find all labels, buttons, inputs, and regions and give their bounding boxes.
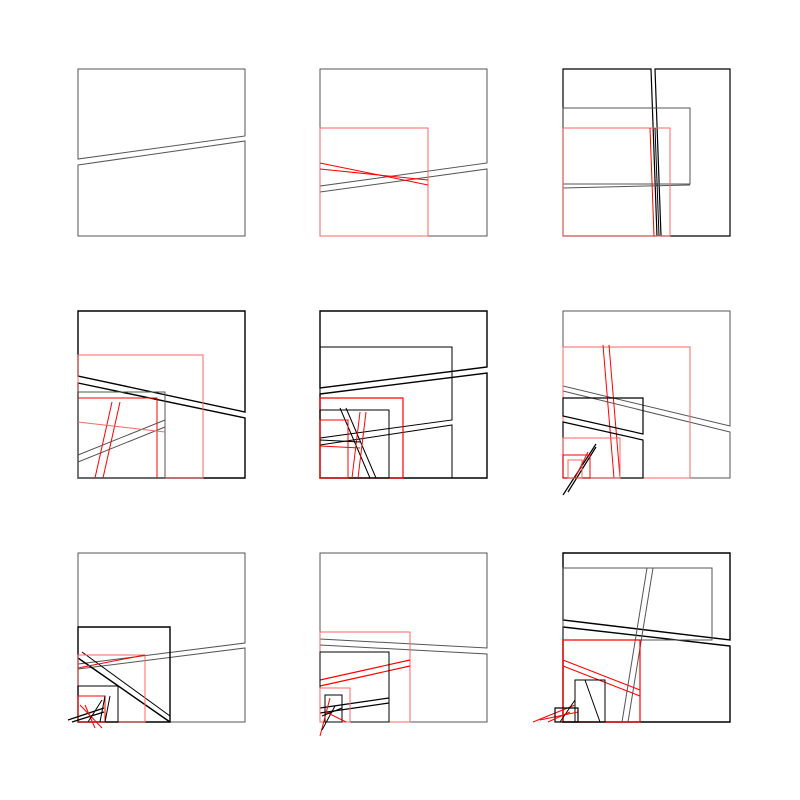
black-quad-shape [654, 68, 731, 237]
red-line-stroke [574, 451, 589, 479]
red-line-stroke [351, 411, 361, 479]
black-line-stroke [67, 707, 105, 721]
red-line-stroke [602, 344, 615, 479]
art-panel-6 [562, 310, 731, 496]
red-line-stroke [84, 704, 96, 729]
black-quad-shape [77, 310, 246, 413]
red-quad-shape [319, 127, 429, 237]
red-line-stroke [94, 401, 113, 479]
art-panel-5 [319, 310, 488, 479]
red-quad-shape [319, 687, 351, 723]
red-line-stroke [547, 711, 571, 723]
red-quad-shape [567, 459, 583, 479]
black-line-stroke [81, 651, 171, 717]
black-line-stroke [345, 407, 377, 479]
red-line-stroke [608, 344, 621, 479]
red-line-stroke [325, 711, 347, 723]
black-quad-shape [77, 68, 246, 160]
black-line-stroke [584, 679, 601, 723]
black-line-stroke [77, 426, 166, 463]
red-quad-shape [562, 639, 641, 723]
black-quad-shape [319, 552, 488, 649]
red-quad-shape [562, 127, 671, 237]
black-line-stroke [559, 699, 576, 723]
black-line-stroke [319, 702, 390, 714]
black-line-stroke [87, 699, 103, 723]
black-quad-shape [77, 391, 166, 479]
black-line-stroke [621, 567, 648, 723]
red-line-stroke [319, 665, 411, 687]
black-line-stroke [319, 439, 361, 443]
red-line-stroke [562, 665, 641, 697]
black-line-stroke [654, 127, 660, 237]
black-line-stroke [77, 419, 166, 456]
red-quad-shape [319, 419, 349, 479]
art-panel-8 [319, 552, 488, 737]
art-panel-7 [67, 552, 246, 729]
black-line-stroke [321, 705, 336, 731]
art-panel-9 [532, 552, 731, 723]
red-line-stroke [539, 711, 579, 721]
black-line-stroke [71, 711, 105, 723]
red-line-stroke [319, 445, 361, 449]
red-line-stroke [319, 659, 411, 681]
black-line-stroke [319, 697, 390, 709]
red-line-stroke [102, 401, 121, 479]
red-quad-shape [562, 454, 591, 479]
black-line-stroke [321, 707, 343, 717]
black-line-stroke [562, 184, 691, 189]
art-panel-3 [562, 68, 731, 237]
black-quad-shape [562, 397, 644, 435]
art-panel-2 [319, 68, 488, 237]
black-quad-shape [554, 707, 579, 723]
black-line-stroke [104, 695, 111, 723]
black-quad-shape [324, 694, 343, 723]
red-line-stroke [319, 168, 429, 181]
red-line-stroke [77, 421, 166, 433]
black-quad-shape [562, 567, 713, 641]
art-panel-1 [77, 68, 246, 237]
red-line-stroke [562, 659, 641, 691]
red-line-stroke [649, 127, 655, 237]
black-line-stroke [77, 657, 171, 723]
art-panel-4 [77, 310, 246, 479]
red-line-stroke [77, 654, 146, 669]
red-line-stroke [357, 411, 367, 479]
black-quad-shape [77, 140, 246, 237]
